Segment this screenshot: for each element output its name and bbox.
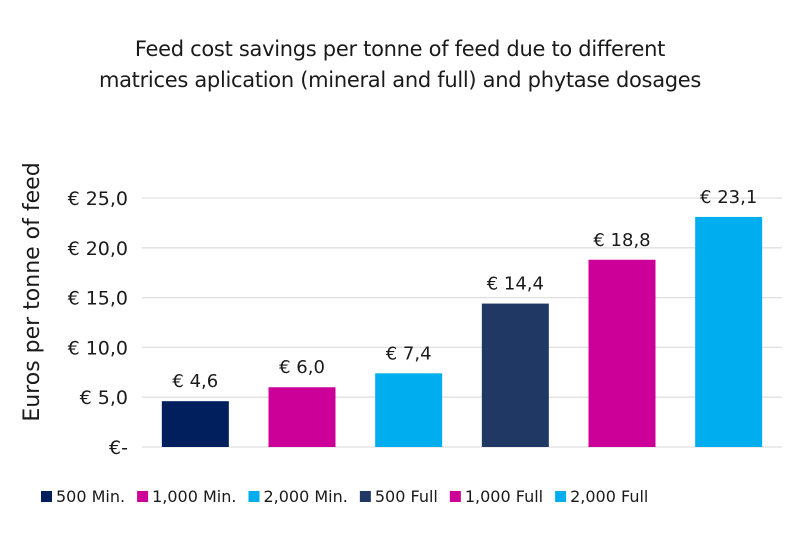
chart-title: Feed cost savings per tonne of feed due …: [0, 34, 800, 96]
y-tick-label: € 20,0: [68, 238, 128, 260]
legend-swatch: [555, 491, 567, 502]
data-label: € 6,0: [279, 357, 325, 378]
data-label: € 14,4: [487, 274, 544, 295]
legend-swatch: [137, 491, 149, 502]
legend-item: 2,000 Min.: [248, 487, 348, 506]
y-tick-label: € 25,0: [68, 188, 128, 210]
legend-label: 2,000 Min.: [263, 487, 347, 506]
chart-title-line-2: matrices aplication (mineral and full) a…: [98, 68, 702, 92]
y-tick-label: € 5,0: [80, 387, 128, 409]
data-labels: € 4,6 € 6,0 € 7,4 € 14,4 € 18,8 € 23,1: [172, 187, 757, 392]
data-label: € 4,6: [172, 371, 218, 392]
y-axis-label: Euros per tonne of feed: [20, 162, 45, 421]
legend-item: 1,000 Min.: [137, 487, 236, 506]
gridlines: [142, 197, 782, 448]
y-tick-label: €-: [109, 437, 128, 459]
bar: [375, 373, 443, 447]
bar: [695, 216, 763, 447]
legend-item: 500 Min.: [41, 487, 125, 506]
bars: [161, 216, 763, 447]
chart-title-line-1: Feed cost savings per tonne of feed due …: [134, 37, 666, 61]
legend-item: 2,000 Full: [555, 487, 648, 506]
data-label: € 23,1: [700, 187, 757, 208]
legend-label: 1,000 Full: [465, 487, 543, 506]
y-axis-ticks: €- € 5,0 € 10,0 € 15,0 € 20,0 € 25,0: [68, 188, 128, 459]
bar: [481, 303, 549, 447]
data-label: € 7,4: [386, 343, 432, 364]
legend-swatch: [248, 491, 260, 502]
legend-label: 1,000 Min.: [152, 487, 236, 506]
legend-swatch: [359, 491, 371, 502]
legend-label: 500 Full: [375, 487, 438, 506]
bar: [161, 401, 229, 447]
y-tick-label: € 15,0: [68, 288, 128, 310]
legend: 500 Min. 1,000 Min. 2,000 Min. 500 Full 1,00…: [41, 487, 648, 506]
legend-label: 500 Min.: [56, 487, 125, 506]
bar: [588, 259, 656, 447]
legend-item: 500 Full: [359, 487, 438, 506]
data-label: € 18,8: [593, 230, 650, 251]
legend-label: 2,000 Full: [570, 487, 648, 506]
legend-swatch: [41, 491, 52, 502]
bar: [268, 387, 336, 447]
legend-swatch: [449, 491, 461, 502]
y-tick-label: € 10,0: [68, 337, 128, 359]
legend-item: 1,000 Full: [449, 487, 543, 506]
